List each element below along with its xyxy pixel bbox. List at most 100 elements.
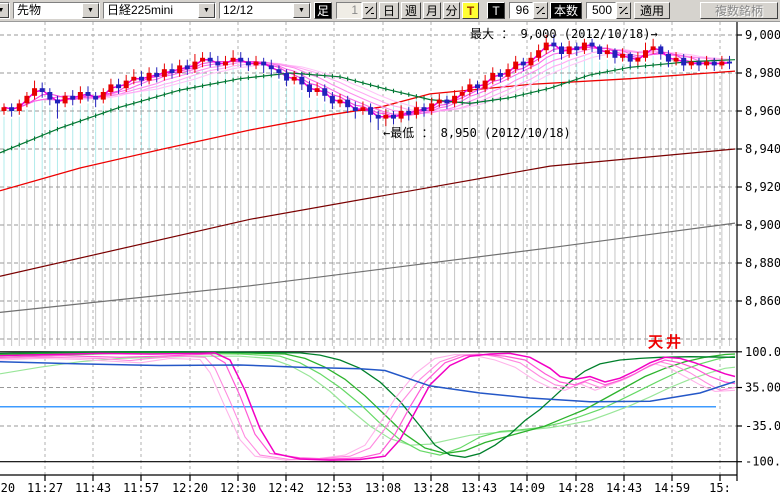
time-tick-label: 11:20 xyxy=(0,481,15,495)
price-tick-label: 8,960 xyxy=(745,104,780,118)
candle-down xyxy=(444,99,450,104)
price-tick-label: 8,920 xyxy=(745,180,780,194)
edge-combo[interactable]: ▼ xyxy=(0,2,10,19)
bars-label: 本数 xyxy=(550,2,582,19)
rci-tick-label: -35.00 xyxy=(745,419,780,433)
chevron-down-icon[interactable]: ▼ xyxy=(293,3,310,18)
candle-up xyxy=(398,111,404,119)
candle-up xyxy=(543,42,549,51)
candle-down xyxy=(245,61,251,66)
session-date-select[interactable]: 12/12 ▼ xyxy=(219,2,311,19)
candle-up xyxy=(222,61,228,66)
candle-down xyxy=(627,54,633,62)
candle-down xyxy=(520,61,526,66)
candle-up xyxy=(429,103,435,111)
candle-up xyxy=(200,57,206,62)
candle-up xyxy=(123,80,129,89)
interval-spinner-button[interactable] xyxy=(362,2,377,19)
chevron-down-icon[interactable]: ▼ xyxy=(198,3,215,18)
candle-down xyxy=(215,61,221,66)
rci-blue xyxy=(0,360,736,403)
candle-down xyxy=(54,99,60,104)
rci-dark-green xyxy=(0,351,736,458)
candle-down xyxy=(665,54,671,62)
candle-down xyxy=(352,107,358,111)
instrument-type-value: 先物 xyxy=(17,3,42,17)
candle-down xyxy=(368,107,374,115)
candle-up xyxy=(360,107,366,111)
chevron-down-icon[interactable]: ▼ xyxy=(82,3,99,18)
candle-up xyxy=(383,114,389,119)
green-dotted-ma xyxy=(0,59,736,154)
candle-down xyxy=(9,107,15,111)
apply-button[interactable]: 適用 xyxy=(634,2,670,19)
interval-input[interactable]: 1 xyxy=(336,2,362,19)
time-tick-label: 14:28 xyxy=(558,481,594,495)
min-price-annotation: ←最低 ： 8,950 (2012/10/18) xyxy=(383,126,571,140)
unit-minute-button[interactable]: 分 xyxy=(443,2,460,19)
unit-day-button[interactable]: 日 xyxy=(379,2,399,19)
instrument-type-select[interactable]: 先物 ▼ xyxy=(13,2,100,19)
candle-down xyxy=(406,111,412,115)
tick-mode-label: T xyxy=(487,2,505,19)
time-tick-label: 13:28 xyxy=(413,481,449,495)
unit-month-button[interactable]: 月 xyxy=(423,2,441,19)
tick-toggle-button[interactable]: T xyxy=(462,2,479,19)
candle-down xyxy=(85,92,91,96)
range-spinner-button[interactable] xyxy=(616,2,631,19)
candle-up xyxy=(650,46,656,51)
session-date-value: 12/12 xyxy=(223,3,254,17)
candle-down xyxy=(711,61,717,66)
candle-down xyxy=(727,61,733,64)
candle-down xyxy=(390,114,396,119)
candle-down xyxy=(474,84,480,89)
candle-down xyxy=(681,57,687,66)
instrument-name-select[interactable]: 日経225mini ▼ xyxy=(103,2,216,19)
unit-week-button[interactable]: 週 xyxy=(401,2,421,19)
candle-up xyxy=(452,95,458,104)
time-tick-label: 14:09 xyxy=(509,481,545,495)
candle-up xyxy=(16,103,22,111)
diagonal-adjust-icon xyxy=(619,6,628,15)
price-tick-label: 8,880 xyxy=(745,256,780,270)
time-tick-label: 13:43 xyxy=(461,481,497,495)
bars-count-input[interactable]: 96 xyxy=(509,2,533,19)
time-tick-label: 15: xyxy=(709,481,731,495)
candle-up xyxy=(77,92,83,100)
candle-down xyxy=(375,114,381,119)
candle-up xyxy=(688,61,694,66)
rci-tick-label: -100.00 xyxy=(745,455,780,469)
bars-spinner-button[interactable] xyxy=(533,2,548,19)
candle-up xyxy=(528,57,534,66)
candle-up xyxy=(620,54,626,58)
rci-mid-green xyxy=(0,351,736,455)
candle-down xyxy=(306,84,312,92)
candle-down xyxy=(154,73,160,77)
candle-up xyxy=(337,99,343,104)
candle-up xyxy=(291,76,297,81)
diagonal-adjust-icon xyxy=(536,6,545,15)
multi-symbol-button[interactable]: 複数銘柄 xyxy=(700,2,778,19)
candle-down xyxy=(551,42,557,47)
candle-up xyxy=(146,73,152,81)
candle-down xyxy=(696,61,702,66)
candle-down xyxy=(238,57,244,62)
candle-up xyxy=(1,107,7,111)
price-tick-label: 8,860 xyxy=(745,294,780,308)
candle-up xyxy=(314,88,320,92)
candle-up xyxy=(490,73,496,81)
time-tick-label: 14:43 xyxy=(606,481,642,495)
range-input[interactable]: 500 xyxy=(586,2,616,19)
price-tick-label: 8,940 xyxy=(745,142,780,156)
candle-up xyxy=(459,92,465,96)
candle-down xyxy=(261,61,267,66)
time-tick-label: 11:27 xyxy=(27,481,63,495)
candle-down xyxy=(93,95,99,100)
chevron-down-icon[interactable]: ▼ xyxy=(0,3,9,18)
candle-up xyxy=(62,95,68,104)
candle-down xyxy=(421,107,427,111)
candle-up xyxy=(230,57,236,62)
rci-magenta xyxy=(0,352,736,461)
